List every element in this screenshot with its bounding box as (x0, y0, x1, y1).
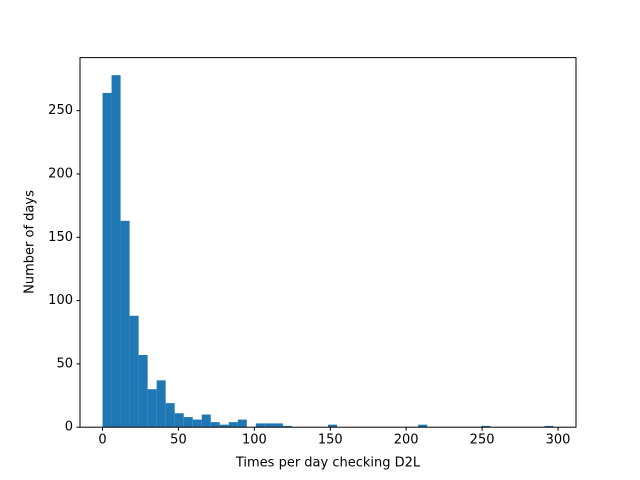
bar (138, 355, 148, 428)
x-tick-label: 150 (318, 433, 343, 448)
bar (156, 380, 166, 428)
bar (210, 422, 220, 428)
bar (228, 422, 238, 428)
x-tick-label: 200 (394, 433, 419, 448)
bar (237, 419, 247, 428)
y-tick-label: 250 (48, 103, 73, 118)
bar (328, 424, 338, 428)
bar (255, 423, 265, 428)
y-tick-label: 150 (48, 230, 73, 245)
bar (273, 423, 283, 428)
y-tick-label: 50 (56, 356, 73, 371)
x-tick-label: 300 (546, 433, 571, 448)
bar (192, 419, 202, 428)
bar (183, 417, 193, 428)
bar (282, 425, 292, 428)
bar (129, 315, 139, 428)
bar (102, 92, 112, 428)
y-axis-label: Number of days (23, 190, 38, 294)
bar (165, 403, 175, 428)
bar (418, 424, 428, 428)
bar (544, 425, 554, 428)
bar (481, 425, 491, 428)
x-tick-label: 50 (170, 433, 187, 448)
plot-frame (79, 57, 577, 428)
bar (264, 423, 274, 428)
x-axis-label: Times per day checking D2L (235, 456, 421, 471)
bar (111, 75, 121, 428)
bar (120, 220, 130, 428)
bar (201, 414, 211, 428)
bar (147, 389, 157, 428)
x-tick-label: 100 (242, 433, 267, 448)
bar (219, 424, 229, 428)
x-tick-label: 0 (98, 433, 106, 448)
y-tick-label: 0 (65, 420, 73, 435)
y-tick-label: 100 (48, 293, 73, 308)
bar (174, 413, 184, 428)
x-tick-label: 250 (470, 433, 495, 448)
y-tick-label: 200 (48, 166, 73, 181)
